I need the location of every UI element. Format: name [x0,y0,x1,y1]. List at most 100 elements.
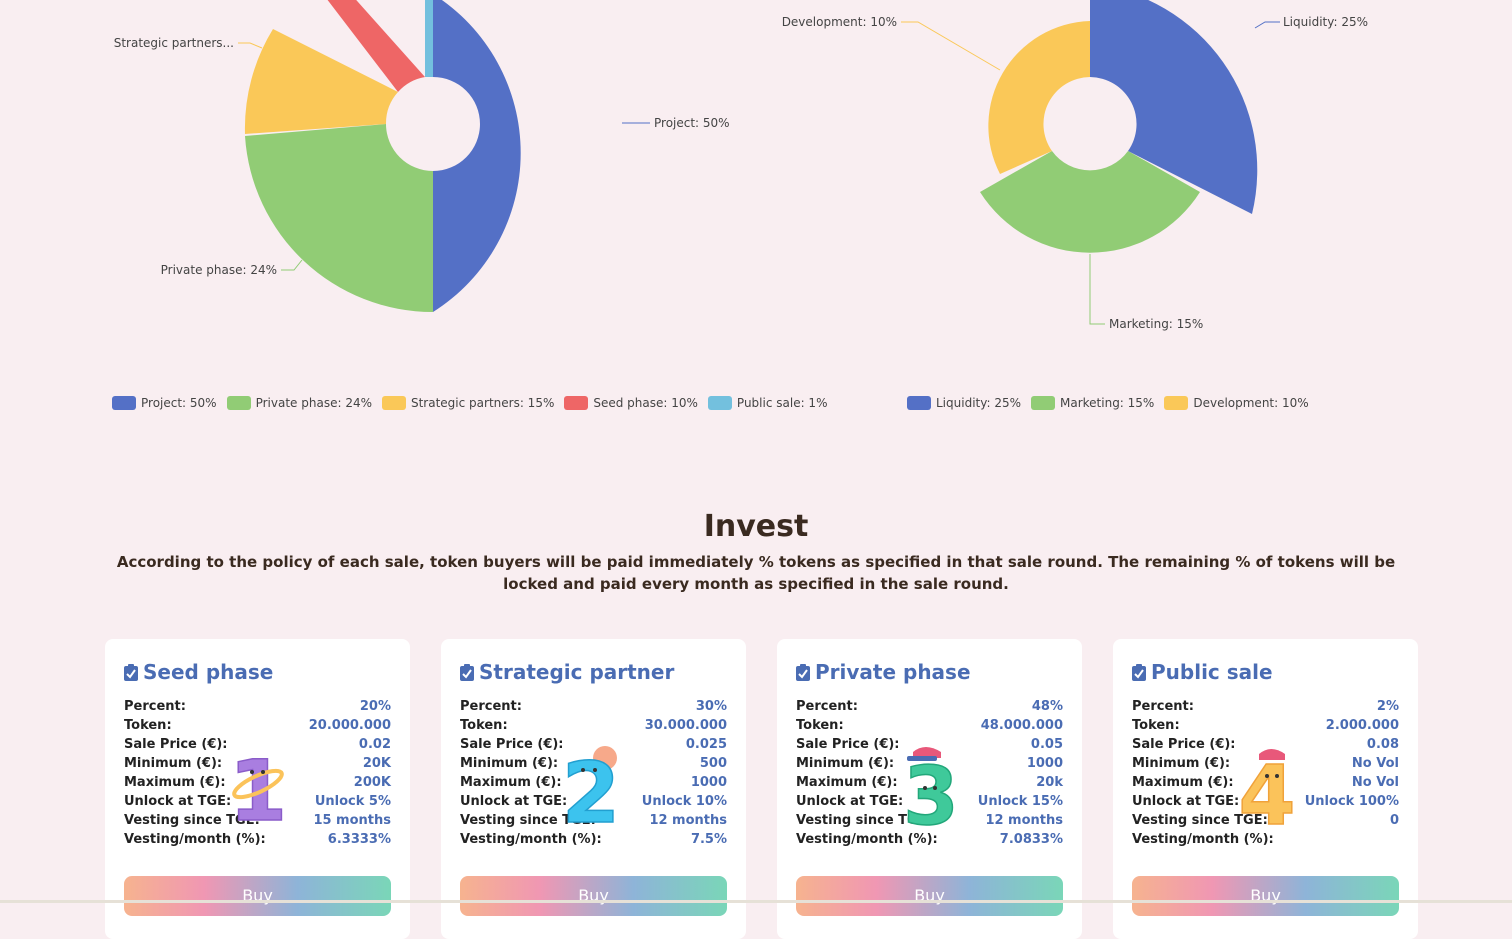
row-value: Unlock 10% [641,794,727,809]
legend-item-public-sale[interactable]: Public sale: 1% [707,396,827,410]
row-value: 20.000.000 [308,718,391,733]
row-label: Sale Price (€): [796,737,900,752]
row-value: 12 months [649,813,727,828]
row-value: Unlock 15% [977,794,1063,809]
row-unlock-tge: Unlock at TGE: Unlock 100% [1132,792,1399,811]
legend-item-seed-phase[interactable]: Seed phase: 10% [564,396,698,410]
row-label: Token: [460,718,508,733]
slice-private-phase[interactable] [245,124,433,313]
row-label: Vesting since TGE: [124,813,260,828]
invest-heading: Invest [703,509,809,544]
row-vesting-since: Vesting since TGE: 15 months [124,811,391,830]
row-label: Percent: [796,699,858,714]
row-label: Maximum (€): [796,775,898,790]
buy-button[interactable]: Buy [124,876,391,916]
mascot-number: 3 [903,750,959,826]
row-label: Minimum (€): [460,756,559,771]
row-value: 20K [362,756,391,771]
row-percent: Percent: 2% [1132,697,1399,716]
row-maximum: Maximum (€): 20k [796,773,1063,792]
card-title: Seed phase [124,659,391,685]
row-label: Unlock at TGE: [124,794,232,809]
row-label: Maximum (€): [1132,775,1234,790]
row-percent: Percent: 48% [796,697,1063,716]
row-label: Vesting/month (%): [124,832,266,847]
row-label: Minimum (€): [124,756,223,771]
callout-liquidity: Liquidity: 25% [1283,15,1368,29]
legend-label: Seed phase: 10% [593,396,698,410]
legend-swatch [1164,396,1189,410]
row-value: 0.08 [1366,737,1399,752]
slice-strategic-partners[interactable] [244,29,398,134]
legend-label: Development: 10% [1193,396,1309,410]
row-label: Maximum (€): [124,775,226,790]
number-two-mascot-icon: 2 [561,744,621,826]
row-label: Token: [796,718,844,733]
legend-item-project[interactable]: Project: 50% [112,396,217,410]
slice-marketing[interactable] [980,151,1200,253]
row-vesting-month: Vesting/month (%): 6.3333% [124,830,391,849]
row-sale-price: Sale Price (€): 0.025 [460,735,727,754]
row-unlock-tge: Unlock at TGE: Unlock 5% [124,792,391,811]
slice-liquidity[interactable] [1090,0,1258,214]
row-maximum: Maximum (€): 1000 [460,773,727,792]
legend-swatch [907,396,931,410]
clipboard-check-icon [460,663,474,681]
slice-development[interactable] [988,21,1090,174]
callout-private-phase: Private phase: 24% [161,263,277,277]
row-value: 0.025 [685,737,727,752]
callout-marketing: Marketing: 15% [1109,317,1203,331]
slice-seed-phase[interactable] [323,0,425,92]
card-title: Private phase [796,659,1063,685]
sale-card-private-phase: Private phase Percent: 48% Token: 48.000.0… [777,639,1082,939]
row-maximum: Maximum (€): 200K [124,773,391,792]
legend-label: Project: 50% [141,396,217,410]
buy-button[interactable]: Buy [1132,876,1399,916]
legend-label: Liquidity: 25% [936,396,1021,410]
row-percent: Percent: 30% [460,697,727,716]
legend-item-strategic-partners[interactable]: Strategic partners: 15% [381,396,554,410]
row-minimum: Minimum (€): 1000 [796,754,1063,773]
legend-swatch [1031,396,1055,410]
row-label: Minimum (€): [1132,756,1231,771]
number-one-mascot-icon: 1 [228,744,288,826]
row-token: Token: 20.000.000 [124,716,391,735]
row-value: 2% [1376,699,1399,714]
card-title: Public sale [1132,659,1399,685]
slice-public-sale[interactable] [425,0,433,77]
legend-item-development[interactable]: Development: 10% [1164,396,1309,410]
row-label: Vesting/month (%): [796,832,938,847]
row-minimum: Minimum (€): No Vol [1132,754,1399,773]
sale-card-seed-phase: Seed phase Percent: 20% Token: 20.000.000 … [105,639,410,939]
card-title: Strategic partner [460,659,727,685]
row-value: 12 months [985,813,1063,828]
row-minimum: Minimum (€): 20K [124,754,391,773]
buy-button[interactable]: Buy [796,876,1063,916]
legend-item-marketing[interactable]: Marketing: 15% [1031,396,1154,410]
slice-project[interactable] [433,0,521,312]
row-label: Percent: [1132,699,1194,714]
sale-card-strategic-partner: Strategic partner Percent: 30% Token: 30.0… [441,639,746,939]
legend-label: Marketing: 15% [1060,396,1155,410]
callout-development: Development: 10% [782,15,897,29]
row-vesting-since: Vesting since TGE: 0 [1132,811,1399,830]
callout-line-private [281,259,303,271]
row-value: No Vol [1351,775,1399,790]
row-value: Unlock 100% [1304,794,1399,809]
row-label: Unlock at TGE: [1132,794,1240,809]
row-value: 48.000.000 [980,718,1063,733]
row-label: Sale Price (€): [1132,737,1236,752]
row-value: 1000 [690,775,727,790]
callout-line-marketing [1089,254,1105,325]
legend-item-private-phase[interactable]: Private phase: 24% [226,396,372,410]
row-label: Minimum (€): [796,756,895,771]
card-title-text: Seed phase [143,660,274,684]
legend-swatch [381,396,406,410]
buy-button[interactable]: Buy [460,876,727,916]
row-label: Unlock at TGE: [460,794,568,809]
invest-description: According to the policy of each sale, to… [116,553,1396,593]
row-unlock-tge: Unlock at TGE: Unlock 15% [796,792,1063,811]
row-value: 30.000.000 [644,718,727,733]
number-four-mascot-icon: 4 [1238,748,1297,826]
legend-item-liquidity[interactable]: Liquidity: 25% [907,396,1021,410]
